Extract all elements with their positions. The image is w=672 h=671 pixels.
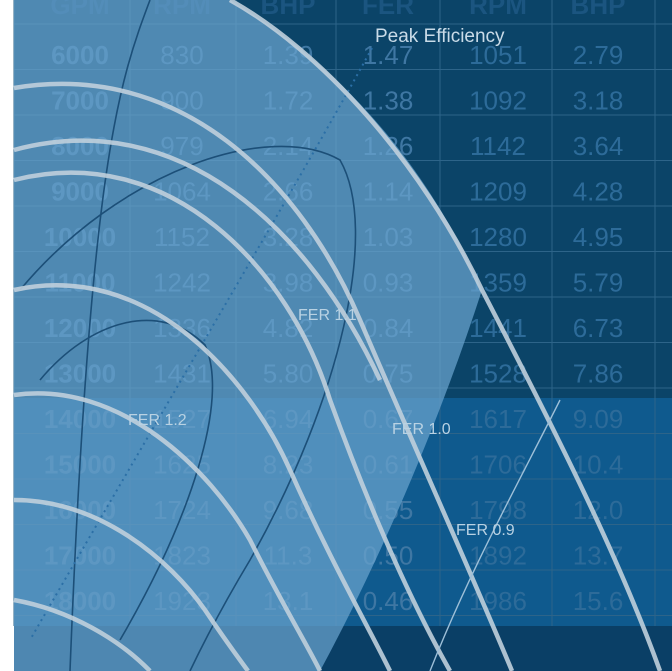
efficiency-contour-arc: [13, 497, 250, 671]
table-cell: 4.95: [573, 222, 624, 252]
fer-1-1-label: FER 1.1: [298, 307, 357, 324]
table-cell: 4.28: [573, 177, 624, 207]
table-cell: 2.79: [573, 40, 624, 70]
table-cell: 6.73: [573, 313, 624, 343]
table-cell: 3.18: [573, 86, 624, 116]
table-cell: 1280: [469, 222, 527, 252]
table-cell: 1209: [469, 177, 527, 207]
table-cell: 1706: [469, 450, 527, 480]
fer-0-9-guide: [429, 399, 561, 671]
table-cell: 1051: [469, 40, 527, 70]
table-header-cell: FER: [362, 0, 414, 20]
table-cell: 1142: [470, 131, 526, 161]
table-cell: 15.6: [573, 586, 624, 616]
efficiency-contour-arc: [13, 81, 515, 671]
table-cell: 3.64: [573, 131, 624, 161]
table-cell: 1528: [469, 359, 527, 389]
fer-1-2-label: FER 1.2: [128, 412, 187, 429]
efficiency-contour-arc: [13, 597, 152, 671]
peak-efficiency-label: Peak Efficiency: [375, 26, 505, 47]
inner-contour-2: [19, 145, 357, 671]
fer-1-0-label: FER 1.0: [392, 421, 451, 438]
table-cell: 10.4: [573, 450, 624, 480]
efficiency-contour-arc: [13, 138, 383, 381]
table-cell: 9.09: [573, 404, 624, 434]
table-header-cell: BHP: [261, 0, 316, 20]
table-cell: 1092: [469, 86, 527, 116]
efficiency-contours: [13, 0, 663, 671]
efficiency-region: [14, 0, 482, 671]
table-cell: 1798: [469, 495, 527, 525]
table-cell: 1.38: [363, 86, 414, 116]
efficiency-contour-arc: [228, 0, 663, 671]
table-cell: 7.86: [573, 359, 624, 389]
efficiency-contour-arc: [13, 283, 393, 671]
table-cell: 5.79: [573, 268, 624, 298]
fer-0-9-label: FER 0.9: [456, 522, 515, 539]
efficiency-contour-arc: [13, 170, 452, 671]
table-header-cell: RPM: [469, 0, 527, 20]
table-cell: 1.47: [363, 40, 414, 70]
efficiency-contour-arc: [13, 391, 323, 671]
table-cell: 1892: [469, 541, 527, 571]
table-cell: 0.46: [363, 586, 414, 616]
table-header-cell: BHP: [571, 0, 626, 20]
table-cell: 1617: [469, 404, 527, 434]
